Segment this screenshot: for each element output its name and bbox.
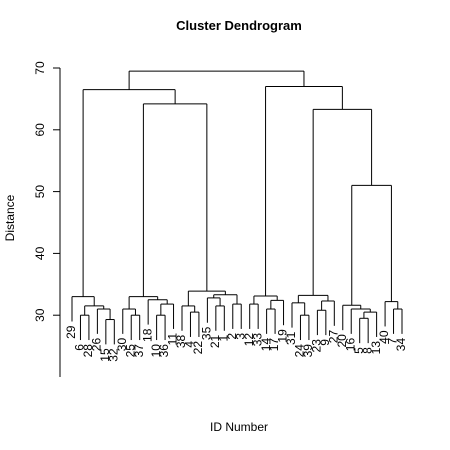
leaf-label: 16 (343, 338, 357, 352)
leaf-label: 14 (259, 338, 273, 352)
leaf-label: 27 (326, 330, 340, 344)
leaf-label: 22 (191, 341, 205, 355)
leaf-label: 17 (267, 338, 281, 352)
leaf-label: 3 (233, 333, 247, 340)
leaf-label: 40 (377, 330, 391, 344)
leaf-label: 36 (157, 344, 171, 358)
leaf-label: 8 (360, 347, 374, 354)
leaf-label: 19 (276, 329, 290, 343)
leaf-label: 1 (216, 334, 230, 341)
leaf-label: 15 (98, 348, 112, 362)
leaf-label: 7 (386, 338, 400, 345)
y-tick-label: 50 (33, 185, 47, 199)
leaf-label: 21 (208, 334, 222, 348)
leaf-label: 37 (132, 344, 146, 358)
leaf-label: 35 (200, 326, 214, 340)
leaf-label: 4 (183, 341, 197, 348)
leaf-label: 13 (369, 341, 383, 355)
leaf-label: 30 (115, 338, 129, 352)
leaf-label: 11 (166, 333, 180, 346)
leaf-label: 38 (174, 334, 188, 348)
y-tick-label: 70 (33, 61, 47, 75)
leaf-label: 26 (90, 338, 104, 352)
y-axis-label: Distance (3, 194, 17, 241)
leaf-label: 32 (106, 348, 120, 362)
leaf-label: 5 (352, 347, 366, 354)
leaf-label: 31 (284, 331, 298, 345)
leaf-label: 6 (73, 344, 87, 351)
x-axis-label: ID Number (210, 420, 268, 434)
y-tick-label: 60 (33, 123, 47, 137)
leaf-label: 34 (394, 338, 408, 352)
chart-title: Cluster Dendrogram (176, 18, 302, 33)
leaf-label: 33 (250, 333, 264, 347)
leaf-label: 24 (293, 344, 307, 358)
leaf-label: 12 (242, 333, 256, 347)
y-tick-label: 40 (33, 246, 47, 260)
leaf-label: 25 (123, 344, 137, 358)
leaf-label: 20 (335, 334, 349, 348)
leaf-label: 18 (140, 328, 154, 342)
leaf-label: 29 (64, 325, 78, 339)
leaf-label: 9 (318, 339, 332, 346)
leaf-label: 2 (225, 333, 239, 340)
leaf-label: 28 (81, 344, 95, 358)
leaf-label: 39 (301, 344, 315, 358)
leaf-label: 23 (310, 339, 324, 353)
y-tick-label: 30 (33, 308, 47, 322)
leaf-label: 10 (149, 344, 163, 358)
